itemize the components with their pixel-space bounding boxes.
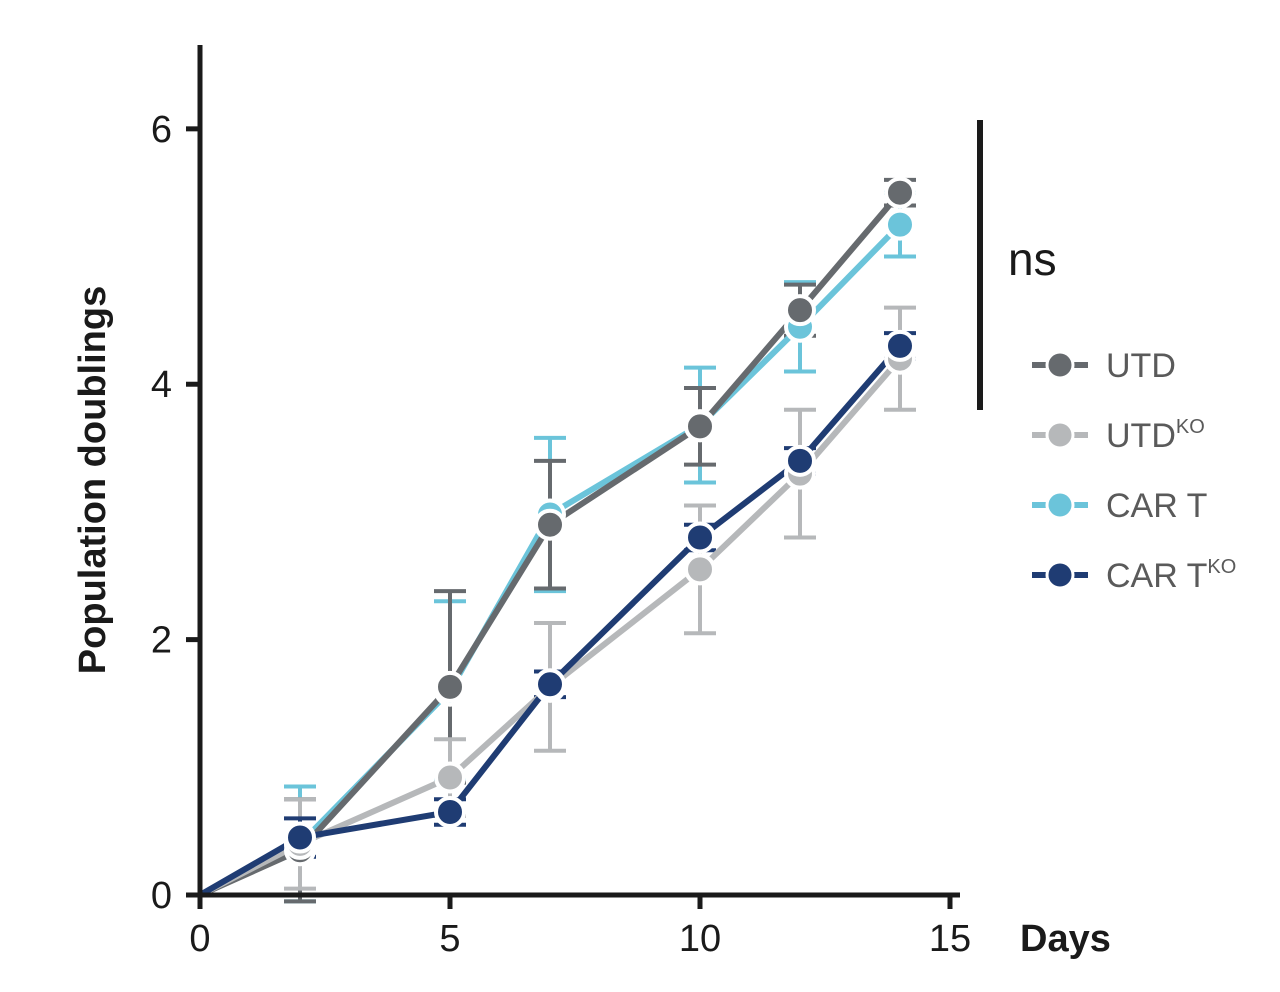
legend-label: CAR T: [1106, 487, 1207, 525]
marker-utdko: [686, 555, 714, 583]
x-axis-label: Days: [1020, 918, 1111, 960]
y-tick-label: 4: [151, 364, 172, 406]
y-tick-label: 6: [151, 109, 172, 151]
chart-bg: [0, 0, 1280, 992]
marker-cartko: [436, 798, 464, 826]
marker-cartko: [886, 332, 914, 360]
marker-utd: [886, 179, 914, 207]
marker-utdko: [436, 764, 464, 792]
x-tick-label: 5: [439, 918, 460, 960]
y-tick-label: 2: [151, 620, 172, 662]
marker-utd: [786, 296, 814, 324]
legend-label: UTD: [1106, 347, 1176, 385]
legend-item-cartko: CAR TKO: [1032, 556, 1236, 595]
x-tick-label: 0: [189, 918, 210, 960]
population-doublings-chart: 0510150246DaysPopulation doublingsnsUTDU…: [0, 0, 1280, 992]
significance-label: ns: [1008, 233, 1057, 285]
marker-utd: [436, 673, 464, 701]
marker-cartko: [536, 670, 564, 698]
y-axis-label: Population doublings: [72, 286, 114, 674]
marker-utd: [686, 412, 714, 440]
marker-cartko: [686, 523, 714, 551]
y-tick-label: 0: [151, 875, 172, 917]
marker-cartko: [286, 824, 314, 852]
marker-cartko: [786, 447, 814, 475]
marker-cart: [886, 211, 914, 239]
x-tick-label: 15: [929, 918, 971, 960]
legend-item-cart: CAR T: [1032, 487, 1207, 525]
x-tick-label: 10: [679, 918, 721, 960]
marker-utd: [536, 511, 564, 539]
